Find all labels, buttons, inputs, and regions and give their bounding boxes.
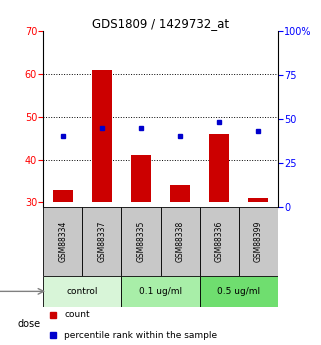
Text: GSM88334: GSM88334 [58,220,67,262]
FancyBboxPatch shape [43,276,121,307]
Bar [131,155,151,203]
FancyBboxPatch shape [121,276,200,307]
Text: GSM88399: GSM88399 [254,220,263,262]
Text: GSM88336: GSM88336 [214,220,224,262]
FancyBboxPatch shape [160,207,200,276]
FancyBboxPatch shape [200,276,278,307]
Bar [170,185,190,203]
FancyBboxPatch shape [43,207,82,276]
Text: GSM88335: GSM88335 [136,220,145,262]
Text: percentile rank within the sample: percentile rank within the sample [65,331,218,340]
FancyBboxPatch shape [82,207,121,276]
FancyBboxPatch shape [200,207,239,276]
Title: GDS1809 / 1429732_at: GDS1809 / 1429732_at [92,17,229,30]
Text: count: count [65,310,90,319]
Bar [92,70,112,203]
Text: 0.1 ug/ml: 0.1 ug/ml [139,287,182,296]
Text: dose: dose [17,319,40,329]
Text: 0.5 ug/ml: 0.5 ug/ml [217,287,260,296]
Bar [248,198,268,203]
FancyBboxPatch shape [121,207,160,276]
Text: control: control [67,287,98,296]
Text: GSM88338: GSM88338 [176,220,185,262]
Text: GSM88337: GSM88337 [97,220,107,262]
FancyBboxPatch shape [239,207,278,276]
Bar [209,134,229,203]
Bar [53,189,73,203]
